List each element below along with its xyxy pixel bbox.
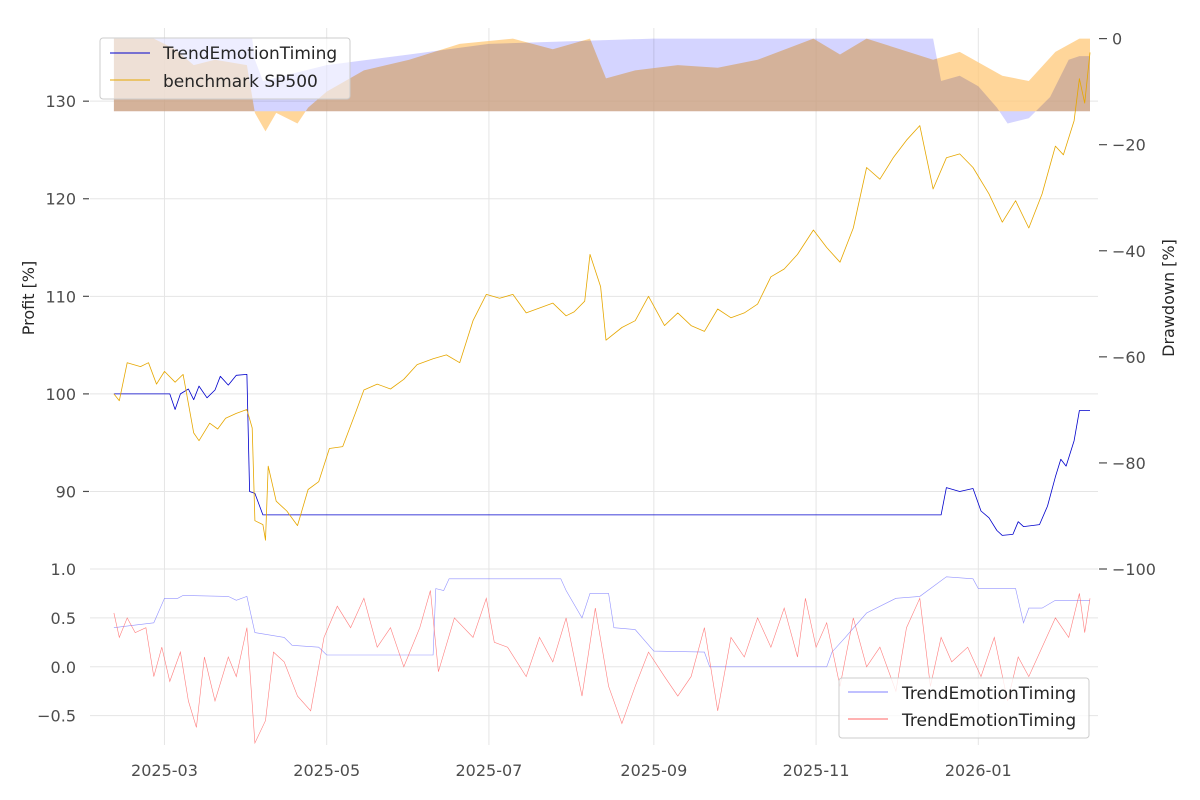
x-tick-label: 2026-01 bbox=[945, 761, 1012, 780]
signal-tick-label: 1.0 bbox=[51, 560, 76, 579]
x-tick-label: 2025-05 bbox=[293, 761, 360, 780]
bottom-legend-label-b: TrendEmotionTiming bbox=[901, 711, 1076, 731]
signal-lines bbox=[113, 576, 1091, 745]
profit-tick-label: 110 bbox=[45, 287, 76, 306]
drawdown-area-strategy bbox=[113, 38, 1090, 124]
profit-tick-label: 100 bbox=[45, 385, 76, 404]
x-tick-label: 2025-03 bbox=[131, 761, 198, 780]
top-legend-box bbox=[99, 37, 351, 100]
signal-tick-label: −0.5 bbox=[37, 707, 76, 726]
profit-tick-label: 90 bbox=[56, 482, 76, 501]
x-tick-label: 2025-07 bbox=[456, 761, 523, 780]
drawdown-tick-label: 0 bbox=[1112, 30, 1122, 49]
drawdown-tick-label: −80 bbox=[1112, 454, 1146, 473]
x-tick-label: 2025-11 bbox=[783, 761, 850, 780]
top-legend: TrendEmotionTiming benchmark SP500 bbox=[99, 37, 351, 100]
top-legend-label-benchmark: benchmark SP500 bbox=[163, 72, 318, 92]
bottom-legend-label-a: TrendEmotionTiming bbox=[901, 684, 1076, 704]
bottom-legend-box bbox=[838, 677, 1090, 739]
profit-axis-title: Profit [%] bbox=[19, 261, 38, 336]
drawdown-axis-title: Drawdown [%] bbox=[1159, 239, 1178, 357]
grid-lines bbox=[90, 28, 1098, 745]
signal-tick-label: 0.5 bbox=[51, 609, 76, 628]
drawdown-tick-label: −20 bbox=[1112, 136, 1146, 155]
signal-line-emotion bbox=[113, 590, 1091, 745]
tick-labels: 2025-03 2025-05 2025-07 2025-09 2025-11 2026-… bbox=[37, 30, 1156, 780]
drawdown-areas bbox=[113, 38, 1090, 132]
bottom-legend: TrendEmotionTiming TrendEmotionTiming bbox=[838, 677, 1090, 739]
drawdown-tick-label: −60 bbox=[1112, 348, 1146, 367]
strategy-equity-line bbox=[113, 374, 1090, 536]
signal-line-position bbox=[113, 576, 1090, 668]
benchmark-equity-line bbox=[113, 52, 1091, 541]
profit-tick-label: 120 bbox=[45, 190, 76, 209]
signal-tick-label: 0.0 bbox=[51, 658, 76, 677]
profit-lines bbox=[113, 52, 1091, 541]
profit-tick-label: 130 bbox=[45, 92, 76, 111]
x-tick-label: 2025-09 bbox=[620, 761, 687, 780]
drawdown-tick-label: −40 bbox=[1112, 242, 1146, 261]
drawdown-tick-label: −100 bbox=[1112, 560, 1156, 579]
top-legend-label-strategy: TrendEmotionTiming bbox=[162, 44, 337, 64]
